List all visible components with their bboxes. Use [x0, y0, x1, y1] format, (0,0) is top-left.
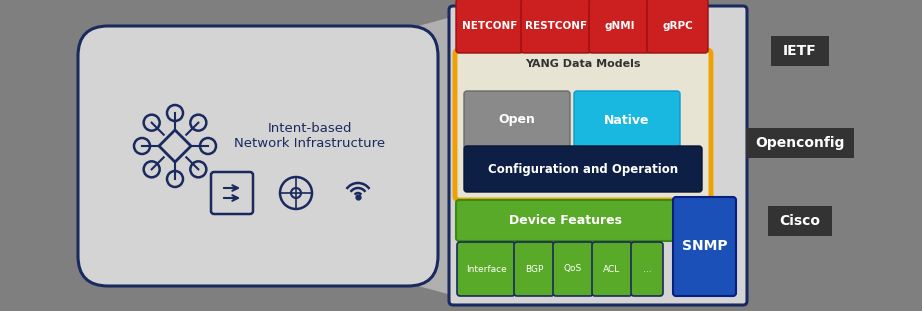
Text: gNMI: gNMI: [604, 21, 634, 31]
FancyBboxPatch shape: [768, 206, 832, 236]
Text: Intent-based
Network Infrastructure: Intent-based Network Infrastructure: [234, 122, 385, 150]
Text: gRPC: gRPC: [662, 21, 692, 31]
FancyBboxPatch shape: [456, 200, 674, 241]
FancyBboxPatch shape: [771, 36, 829, 66]
Text: Device Features: Device Features: [509, 214, 621, 227]
Text: SNMP: SNMP: [681, 239, 727, 253]
FancyBboxPatch shape: [78, 26, 438, 286]
Text: Interface: Interface: [466, 264, 506, 273]
Text: IETF: IETF: [783, 44, 817, 58]
Text: Open: Open: [499, 114, 536, 127]
FancyBboxPatch shape: [464, 146, 702, 192]
FancyBboxPatch shape: [456, 0, 523, 53]
FancyBboxPatch shape: [521, 0, 591, 53]
FancyBboxPatch shape: [631, 242, 663, 296]
Text: Cisco: Cisco: [779, 214, 821, 228]
FancyBboxPatch shape: [449, 6, 747, 305]
FancyBboxPatch shape: [457, 242, 515, 296]
FancyBboxPatch shape: [455, 50, 711, 200]
FancyBboxPatch shape: [574, 91, 680, 149]
Text: Openconfig: Openconfig: [755, 136, 845, 150]
FancyBboxPatch shape: [592, 242, 632, 296]
Text: RESTCONF: RESTCONF: [525, 21, 587, 31]
Text: BGP: BGP: [525, 264, 543, 273]
Text: Configuration and Operation: Configuration and Operation: [488, 163, 678, 175]
FancyBboxPatch shape: [514, 242, 554, 296]
FancyBboxPatch shape: [464, 91, 570, 149]
FancyBboxPatch shape: [673, 197, 736, 296]
Text: ACL: ACL: [603, 264, 621, 273]
Text: ...: ...: [643, 264, 651, 273]
Text: YANG Data Models: YANG Data Models: [526, 59, 641, 69]
Text: Native: Native: [604, 114, 650, 127]
FancyBboxPatch shape: [553, 242, 593, 296]
FancyBboxPatch shape: [746, 128, 854, 158]
FancyBboxPatch shape: [647, 0, 708, 53]
Polygon shape: [400, 16, 455, 296]
Text: NETCONF: NETCONF: [462, 21, 517, 31]
FancyBboxPatch shape: [589, 0, 650, 53]
Text: QoS: QoS: [564, 264, 582, 273]
